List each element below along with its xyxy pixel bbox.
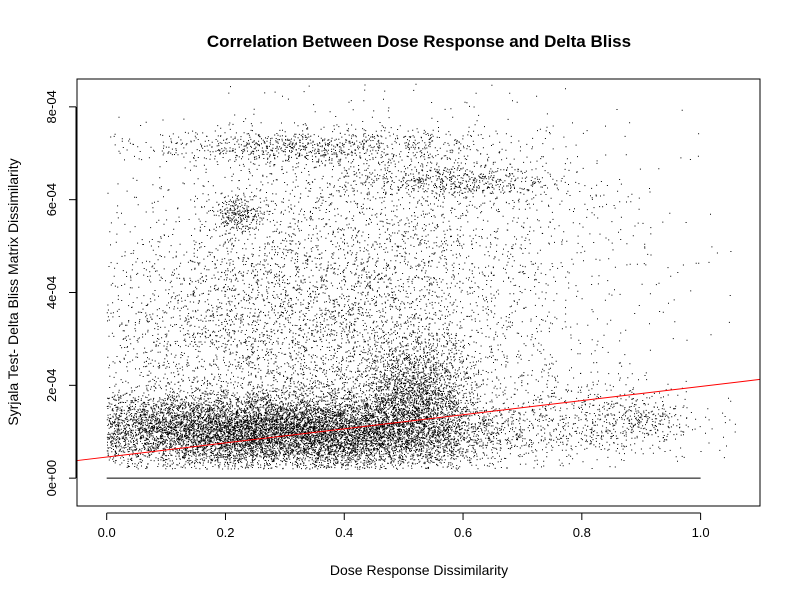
x-tick-label: 0.8 [573,525,591,540]
x-axis: 0.0 0.2 0.4 0.6 0.8 1.0 [98,512,710,540]
y-tick-label: 4e-04 [44,276,59,309]
x-tick-label: 0.0 [98,525,116,540]
chart-title: Correlation Between Dose Response and De… [207,32,631,51]
x-tick-label: 1.0 [692,525,710,540]
data-points [106,83,736,470]
x-axis-label: Dose Response Dissimilarity [330,562,508,578]
y-axis-label: Syrjala Test- Delta Bliss Matrix Dissimi… [5,158,21,425]
y-tick-label: 8e-04 [44,90,59,123]
x-tick-label: 0.4 [335,525,353,540]
y-tick-label: 6e-04 [44,183,59,216]
y-tick-label: 0e+00 [44,460,59,497]
y-tick-label: 2e-04 [44,369,59,402]
x-tick-label: 0.6 [454,525,472,540]
regression-line [76,378,761,462]
y-axis: 0e+00 2e-04 4e-04 6e-04 8e-04 [44,90,77,497]
x-tick-label: 0.2 [216,525,234,540]
scatter-points [106,83,736,470]
plot-frame [76,78,761,507]
